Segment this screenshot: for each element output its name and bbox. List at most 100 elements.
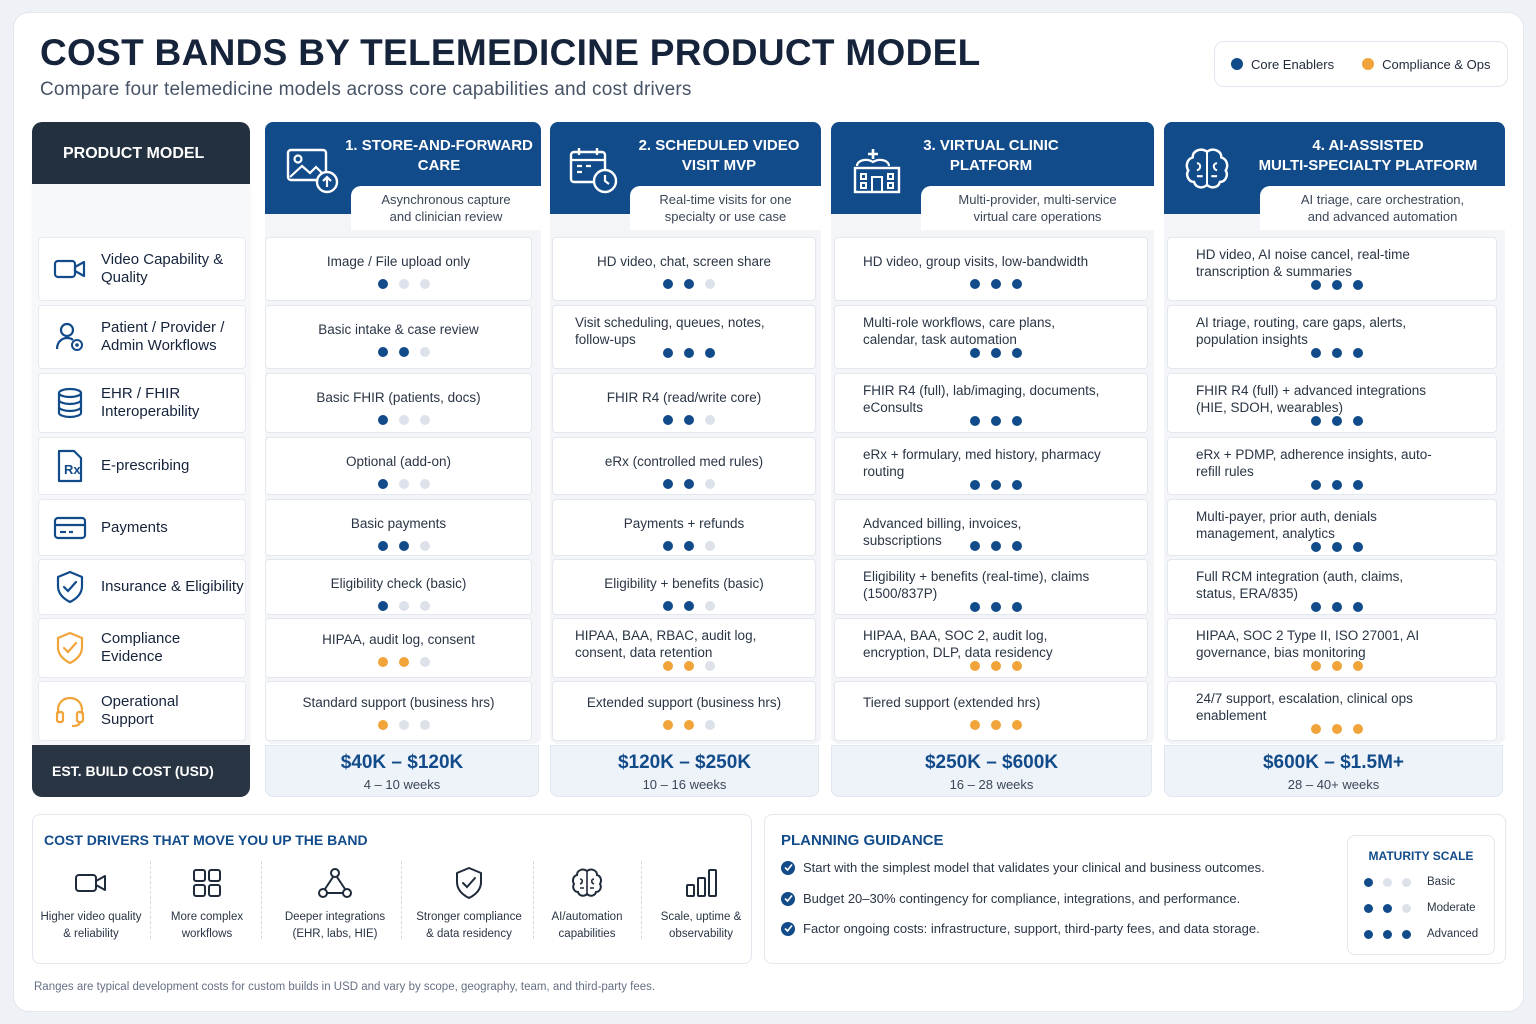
maturity-dots	[1364, 877, 1411, 887]
maturity-dots	[970, 348, 1022, 358]
row-label-support: Operational Support	[38, 681, 246, 741]
level-dot-filled	[398, 541, 409, 551]
legend-swatch-ops	[1362, 58, 1375, 70]
level-dot-filled	[1012, 602, 1022, 612]
model-title-line1: 4. AI-ASSISTED	[1312, 137, 1424, 154]
level-dot-empty	[705, 479, 715, 489]
level-dot-empty	[398, 720, 409, 730]
row-label-compliance: Compliance Evidence	[38, 618, 246, 678]
maturity-dots	[377, 415, 430, 425]
maturity-dots	[663, 348, 715, 358]
level-dot-filled	[1353, 542, 1363, 552]
capability-text: Multi-payer, prior auth, denials managem…	[1196, 509, 1377, 541]
capability-text: eRx + formulary, med history, pharmacy r…	[863, 447, 1101, 479]
model-desc-line2: and advanced automation	[1307, 209, 1458, 224]
level-dot-filled	[1012, 416, 1022, 426]
capability-text: Standard support (business hrs)	[302, 695, 495, 710]
capability-text: Basic FHIR (patients, docs)	[316, 390, 481, 405]
capability-cell: eRx (controlled med rules)	[552, 437, 816, 495]
maturity-dots	[970, 661, 1022, 671]
level-dot-filled	[970, 541, 980, 551]
planning-item-text: Start with the simplest model that valid…	[803, 860, 1265, 875]
level-dot-filled	[1332, 661, 1342, 671]
level-dot-filled	[991, 480, 1001, 490]
level-dot-filled	[1332, 724, 1342, 734]
capability-cell: eRx + formulary, med history, pharmacy r…	[834, 437, 1148, 495]
level-dot-filled	[1364, 877, 1373, 887]
svg-text:Rx: Rx	[64, 462, 81, 477]
maturity-dots	[663, 279, 715, 289]
user-gear-icon	[39, 321, 101, 353]
capability-cell: AI triage, routing, care gaps, alerts, p…	[1167, 305, 1497, 369]
maturity-label: Advanced	[1427, 928, 1479, 940]
driver-line1: Stronger compliance	[416, 911, 522, 923]
level-dot-filled	[684, 415, 694, 425]
capability-text: Image / File upload only	[326, 254, 471, 269]
level-dot-filled	[1353, 661, 1363, 671]
hospital-icon	[851, 146, 903, 201]
maturity-heading: MATURITY SCALE	[1368, 849, 1474, 863]
maturity-dots	[377, 720, 430, 730]
capability-text: Eligibility check (basic)	[330, 576, 467, 591]
maturity-dots	[663, 415, 715, 425]
level-dot-filled	[684, 541, 694, 551]
driver-divider	[641, 861, 642, 939]
check-icon	[781, 921, 795, 936]
capability-cell: HD video, chat, screen share	[552, 237, 816, 301]
level-dot-empty	[419, 347, 430, 357]
row-label-workflows: Patient / Provider / Admin Workflows	[38, 305, 246, 369]
capability-text: Visit scheduling, queues, notes, follow-…	[575, 315, 765, 347]
capability-text: 24/7 support, escalation, clinical ops e…	[1196, 691, 1413, 723]
level-dot-filled	[377, 601, 388, 611]
driver-divider	[401, 861, 402, 939]
level-dot-filled	[377, 657, 388, 667]
level-dot-filled	[1353, 480, 1363, 490]
model-desc-line2: virtual care operations	[973, 209, 1102, 224]
level-dot-empty	[419, 479, 430, 489]
maturity-dots	[377, 279, 430, 289]
maturity-dots	[1311, 724, 1363, 734]
level-dot-filled	[991, 348, 1001, 358]
capability-cell: HD video, group visits, low-bandwidth	[834, 237, 1148, 301]
level-dot-filled	[377, 415, 388, 425]
cost-drivers-heading: COST DRIVERS THAT MOVE YOU UP THE BAND	[44, 832, 368, 848]
driver-line2: & data residency	[426, 928, 512, 940]
capability-text: eRx (controlled med rules)	[604, 454, 764, 469]
level-dot-empty	[419, 415, 430, 425]
capability-cell: Optional (add-on)	[265, 437, 532, 495]
row-label-text: Video Capability & Quality	[101, 251, 224, 286]
maturity-dots	[377, 657, 430, 667]
planning-item: Factor ongoing costs: infrastructure, su…	[781, 921, 1260, 936]
maturity-dots	[1311, 416, 1363, 426]
level-dot-filled	[1332, 602, 1342, 612]
model-title: 4. AI-ASSISTED MULTI-SPECIALTY PLATFORM	[1242, 136, 1494, 176]
level-dot-empty	[705, 601, 715, 611]
capability-cell: FHIR R4 (read/write core)	[552, 373, 816, 433]
capability-cell: eRx + PDMP, adherence insights, auto-ref…	[1167, 437, 1497, 495]
level-dot-filled	[1311, 280, 1321, 290]
model-desc-line1: Multi-provider, multi-service	[958, 192, 1117, 207]
video-icon	[37, 861, 145, 905]
level-dot-filled	[1311, 480, 1321, 490]
est-cost-cell: $250K – $600K 16 – 28 weeks	[831, 745, 1152, 797]
level-dot-filled	[663, 415, 673, 425]
level-dot-filled	[705, 348, 715, 358]
capability-cell: Multi-role workflows, care plans, calend…	[834, 305, 1148, 369]
capability-text: HIPAA, SOC 2 Type II, ISO 27001, AI gove…	[1196, 628, 1420, 660]
planning-heading: PLANNING GUIDANCE	[781, 832, 944, 849]
level-dot-filled	[398, 347, 409, 357]
level-dot-filled	[663, 541, 673, 551]
level-dot-filled	[1364, 903, 1373, 913]
capability-cell: Basic intake & case review	[265, 305, 532, 369]
level-dot-filled	[1012, 661, 1022, 671]
level-dot-filled	[1311, 348, 1321, 358]
level-dot-filled	[1402, 929, 1411, 939]
level-dot-filled	[684, 601, 694, 611]
capability-cell: Eligibility + benefits (real-time), clai…	[834, 559, 1148, 615]
brain-icon	[1182, 146, 1232, 197]
maturity-dots	[970, 720, 1022, 730]
row-label-eprescribing: Rx E-prescribing	[38, 437, 246, 495]
est-cost-cell: $120K – $250K 10 – 16 weeks	[550, 745, 819, 797]
maturity-dots	[663, 601, 715, 611]
model-title-line2: MULTI-SPECIALTY PLATFORM	[1258, 157, 1478, 174]
